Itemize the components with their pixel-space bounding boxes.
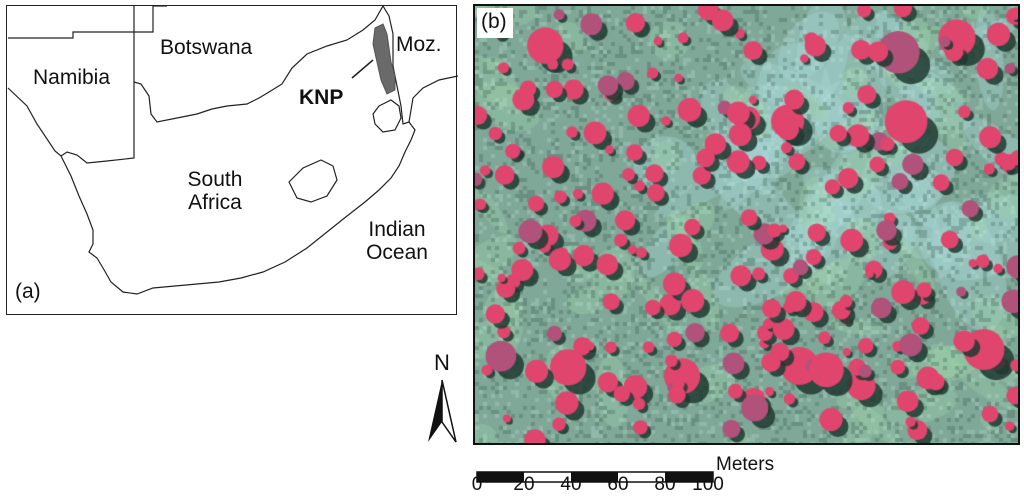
knp-park-shape	[372, 23, 396, 95]
namibia-label: Namibia	[33, 66, 111, 89]
location-map-panel: Namibia Botswana Moz. KNP South Africa I…	[6, 5, 458, 315]
eswatini-outline	[372, 99, 402, 133]
country-outlines	[7, 6, 458, 295]
north-arrow-letter: N	[434, 350, 450, 375]
south-africa-label-line1: South	[187, 168, 243, 191]
botswana-border	[133, 6, 384, 123]
south-africa-label-line2: Africa	[188, 191, 242, 215]
namibia-border	[8, 6, 154, 39]
knp-leader-line	[351, 59, 374, 79]
scale-bar	[476, 471, 714, 483]
knp-label: KNP	[299, 86, 344, 109]
mozambique-label: Moz.	[396, 33, 442, 56]
scale-tick-label: 0	[471, 474, 483, 495]
scale-tick-label: 100	[692, 474, 724, 495]
mozambique-border	[382, 6, 458, 125]
panel-a-label: (a)	[15, 280, 41, 303]
botswana-label: Botswana	[160, 36, 253, 59]
lesotho-outline	[288, 159, 338, 203]
north-arrow-icon	[428, 379, 457, 443]
scale-tick-label: 40	[560, 474, 582, 495]
south-africa-label: South Africa	[175, 168, 255, 214]
scale-tick-label: 80	[654, 474, 676, 495]
panel-b-label: (b)	[477, 8, 513, 38]
scale-tick-label: 20	[513, 474, 535, 495]
south-africa-coastline	[60, 121, 416, 295]
indian-ocean-label-line1: Indian	[368, 218, 426, 241]
indian-ocean-label-line2: Ocean	[366, 241, 428, 265]
scale-unit-label: Meters	[716, 454, 775, 475]
scale-tick-label: 60	[607, 474, 629, 495]
indian-ocean-label: Indian Ocean	[357, 218, 437, 264]
satellite-image	[475, 6, 1018, 443]
satellite-image-panel: (b)	[473, 4, 1020, 445]
namibia-south-border	[7, 6, 135, 164]
